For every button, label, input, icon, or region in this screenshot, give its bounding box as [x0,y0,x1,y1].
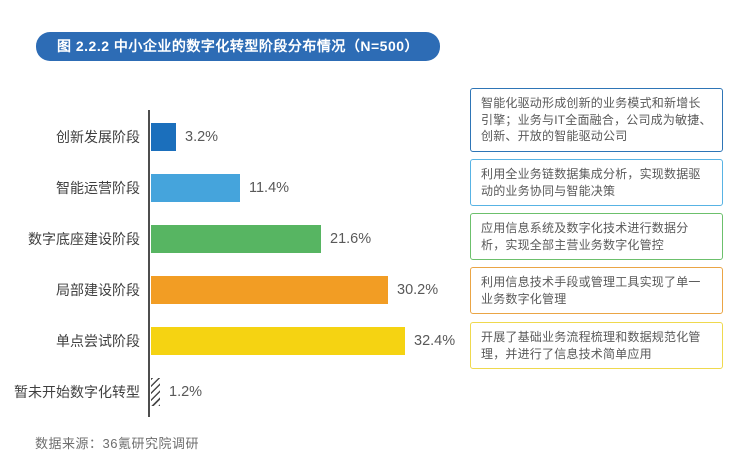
stage-description-text: 智能化驱动形成创新的业务模式和新增长引擎；业务与IT全面融合，公司成为敏捷、创新… [481,96,712,143]
stage-description-box: 智能化驱动形成创新的业务模式和新增长引擎；业务与IT全面融合，公司成为敏捷、创新… [470,88,723,152]
data-source: 数据来源：36氪研究院调研 [35,436,199,451]
value-label: 30.2% [397,282,439,298]
category-label: 局部建设阶段 [56,282,140,298]
y-axis-line [148,110,150,417]
bar [151,225,321,253]
bar [151,378,160,406]
category-label: 智能运营阶段 [56,180,140,196]
stage-description-box: 利用全业务链数据集成分析，实现数据驱动的业务协同与智能决策 [470,159,723,206]
stage-description-text: 利用信息技术手段或管理工具实现了单一业务数字化管理 [481,275,701,306]
category-label: 数字底座建设阶段 [28,231,140,247]
stage-description-text: 开展了基础业务流程梳理和数据规范化管理，并进行了信息技术简单应用 [481,330,701,361]
bar [151,327,405,355]
stage-description-box: 利用信息技术手段或管理工具实现了单一业务数字化管理 [470,267,723,314]
stage-description-box: 应用信息系统及数字化技术进行数据分析，实现全部主营业务数字化管控 [470,213,723,260]
category-label: 创新发展阶段 [56,129,140,145]
bar [151,276,388,304]
stage-description-text: 应用信息系统及数字化技术进行数据分析，实现全部主营业务数字化管控 [481,221,689,252]
bar [151,123,176,151]
value-label: 21.6% [330,231,372,247]
value-label: 11.4% [249,180,290,196]
category-label: 暂未开始数字化转型 [14,384,140,400]
bar [151,174,240,202]
value-label: 32.4% [414,333,456,349]
figure-title-banner: 图 2.2.2 中小企业的数字化转型阶段分布情况（N=500） [36,32,440,61]
stage-description-text: 利用全业务链数据集成分析，实现数据驱动的业务协同与智能决策 [481,167,701,198]
stage-description-box: 开展了基础业务流程梳理和数据规范化管理，并进行了信息技术简单应用 [470,322,723,369]
category-label: 单点尝试阶段 [56,333,140,349]
value-label: 3.2% [185,129,219,145]
value-label: 1.2% [169,384,203,400]
